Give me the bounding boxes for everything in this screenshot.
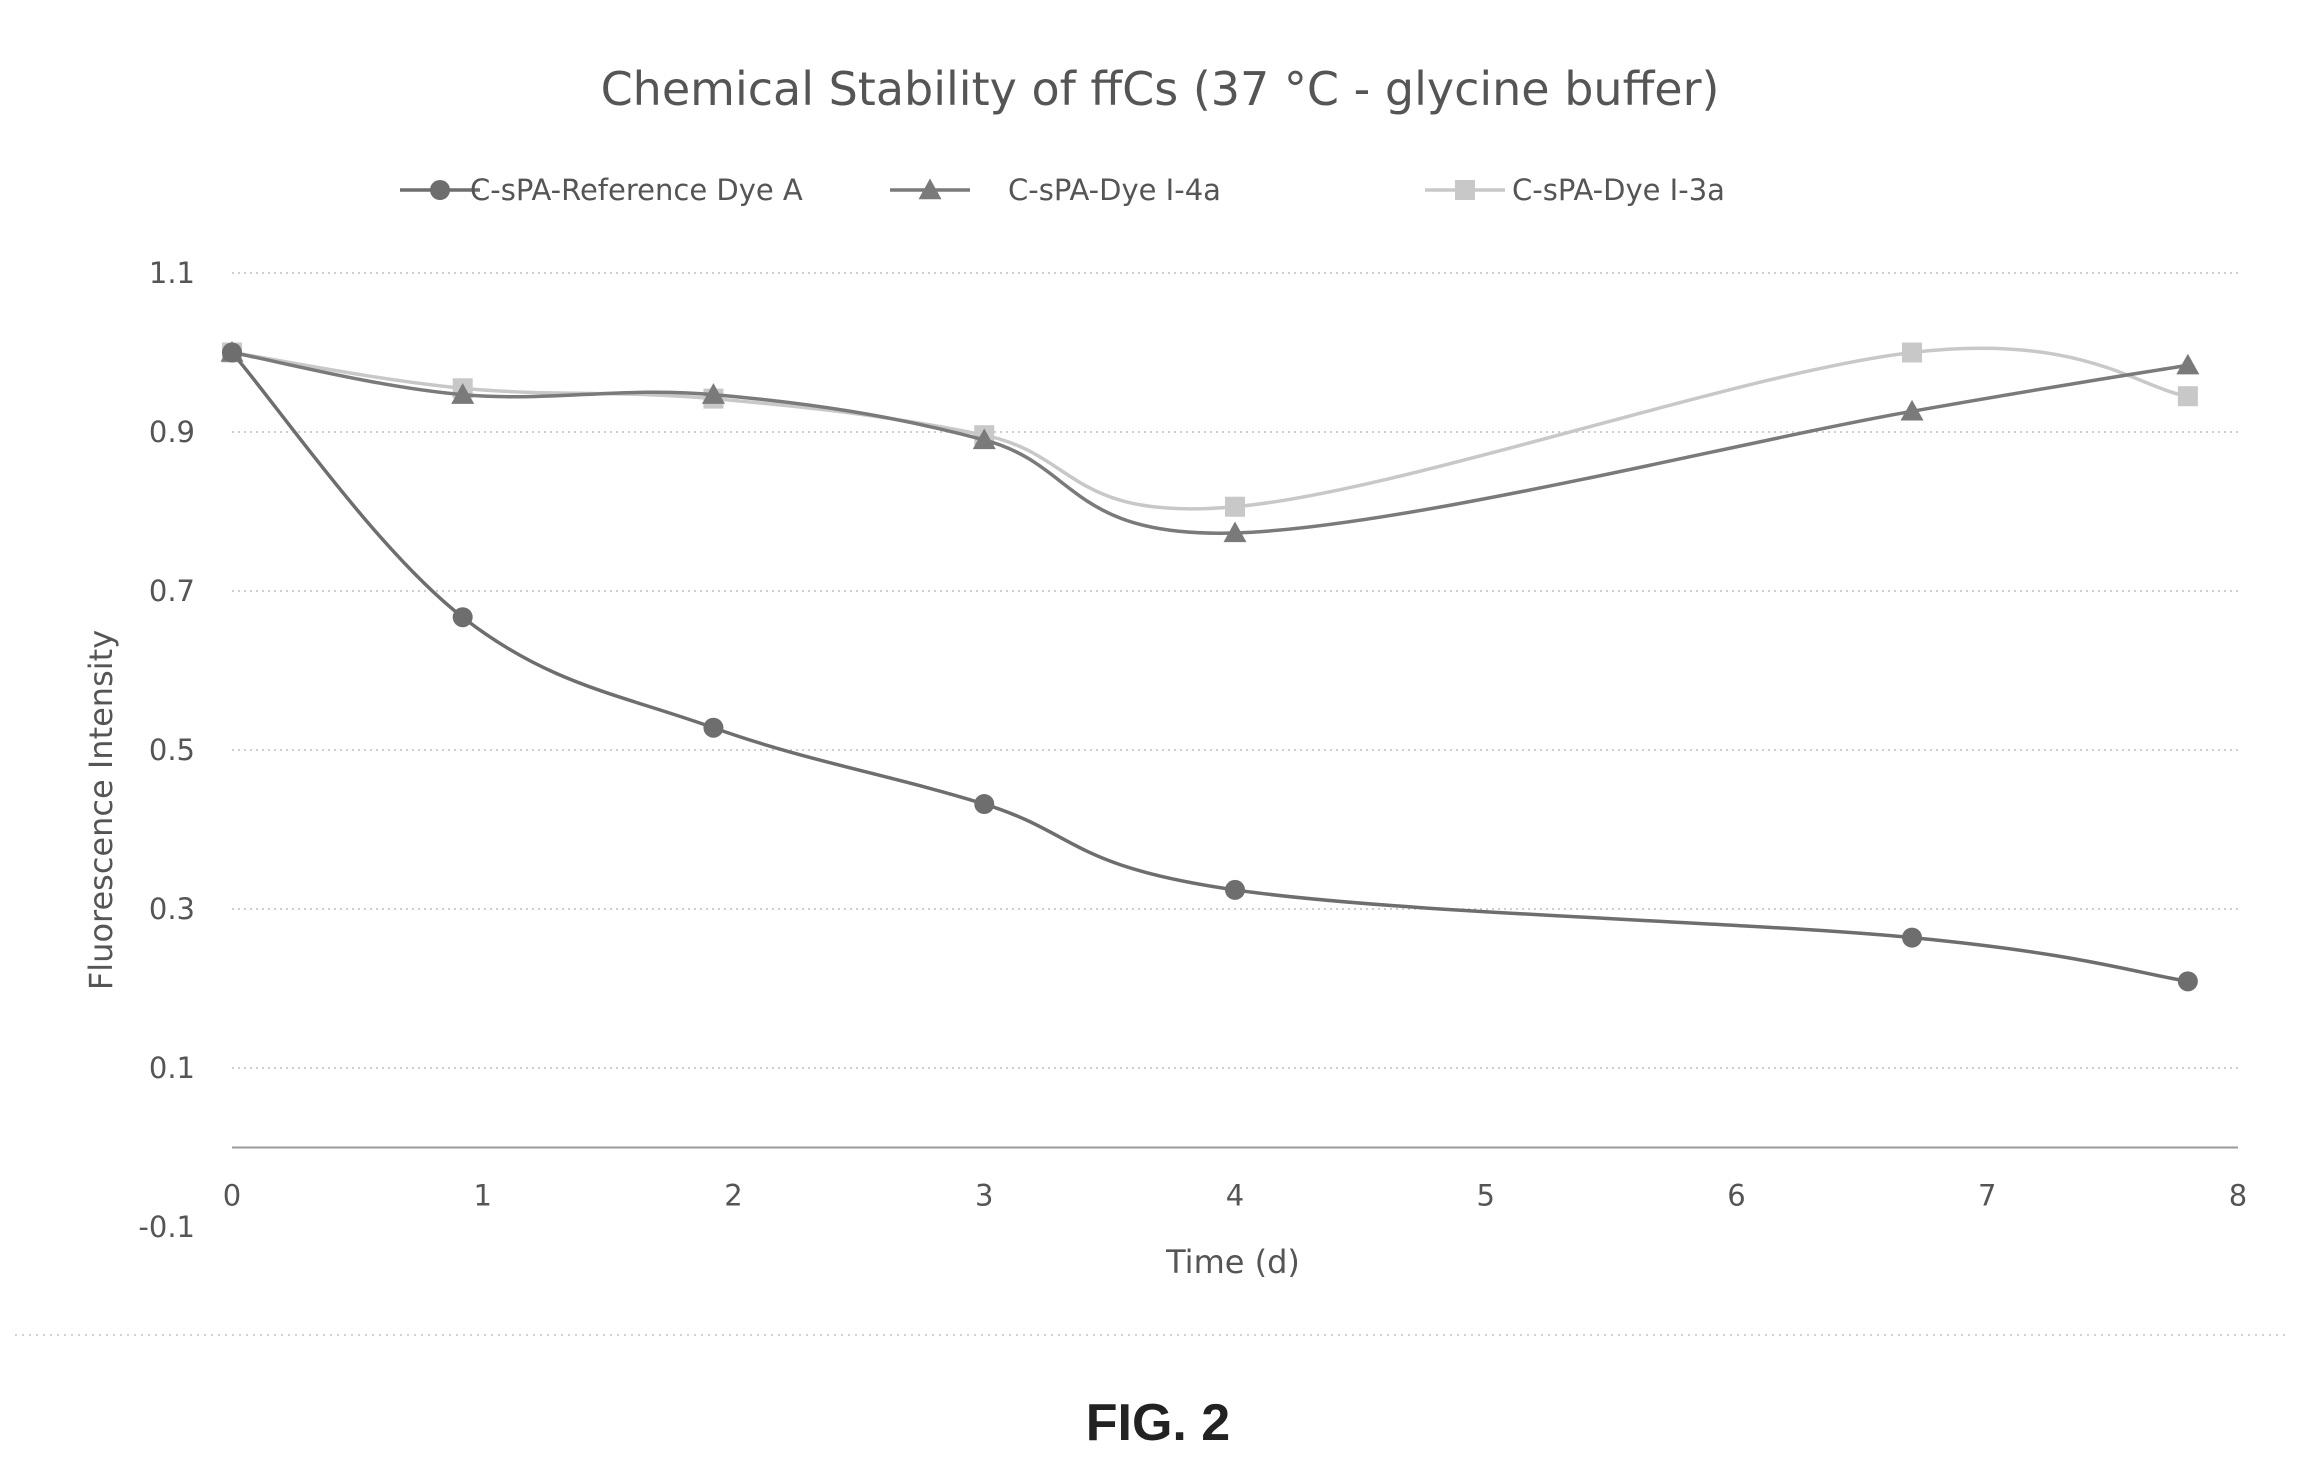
data-point	[222, 342, 242, 363]
legend-item: C-sPA-Reference Dye A	[400, 173, 803, 207]
data-point	[2177, 971, 2198, 992]
y-tick-label: 0.1	[149, 1051, 195, 1085]
y-axis-ticks: -0.1 0.1 0.3 0.5 0.7 0.9 1.1	[138, 256, 195, 1244]
data-point	[703, 717, 724, 738]
x-axis-ticks: 0 1 2 3 4 5 6 7 8	[223, 1179, 2247, 1213]
legend-marker	[918, 178, 942, 200]
data-point	[2176, 353, 2200, 375]
y-tick-label: 1.1	[149, 256, 195, 290]
gridlines	[232, 272, 2238, 1069]
series-2	[220, 341, 2200, 543]
y-tick-label: 0.9	[149, 415, 195, 449]
series-3	[222, 342, 2198, 517]
data-point	[701, 383, 725, 404]
data-point	[2177, 386, 2198, 407]
data-point	[452, 607, 473, 628]
legend: C-sPA-Reference Dye A C-sPA-Dye I-4a C-sPA…	[400, 173, 1725, 207]
series-1	[222, 342, 2198, 992]
legend-label: C-sPA-Dye I-3a	[1512, 173, 1725, 207]
series-line	[231, 346, 2189, 511]
data-point	[1225, 879, 1245, 900]
y-axis-label: Fluorescence Intensity	[82, 630, 120, 990]
data-point	[1902, 342, 1923, 363]
chart-title: Chemical Stability of ffCs (37 °C - glyc…	[601, 62, 1720, 116]
figure-label: FIG. 2	[1086, 1394, 1230, 1452]
data-point	[972, 428, 996, 450]
series-line	[230, 351, 2189, 984]
x-tick-label: 2	[724, 1179, 742, 1213]
x-tick-label: 8	[2229, 1179, 2247, 1213]
data-point	[974, 794, 995, 815]
legend-item: C-sPA-Dye I-3a	[1425, 173, 1725, 207]
y-tick-label: 0.7	[149, 574, 195, 608]
data-point	[1902, 927, 1923, 948]
legend-marker	[1455, 180, 1475, 200]
x-tick-label: 0	[223, 1179, 241, 1213]
x-axis-label: Time (d)	[1165, 1243, 1300, 1281]
x-tick-label: 5	[1477, 1179, 1495, 1213]
data-point	[1900, 399, 1924, 421]
x-tick-label: 4	[1226, 1179, 1244, 1213]
legend-marker	[430, 180, 450, 200]
legend-item: C-sPA-Dye I-4a	[890, 173, 1221, 207]
x-tick-label: 7	[1978, 1179, 1996, 1213]
x-tick-label: 3	[975, 1179, 993, 1213]
x-tick-label: 1	[474, 1179, 492, 1213]
series-layer	[220, 341, 2200, 992]
legend-label: C-sPA-Dye I-4a	[1008, 173, 1221, 207]
x-tick-label: 6	[1727, 1179, 1745, 1213]
data-point	[1225, 496, 1245, 517]
data-point	[451, 383, 475, 404]
series-line	[231, 350, 2189, 535]
y-tick-label: -0.1	[138, 1210, 195, 1244]
y-tick-label: 0.3	[149, 892, 195, 926]
y-tick-label: 0.5	[149, 733, 195, 767]
legend-label: C-sPA-Reference Dye A	[470, 173, 803, 207]
data-point	[1223, 521, 1247, 543]
